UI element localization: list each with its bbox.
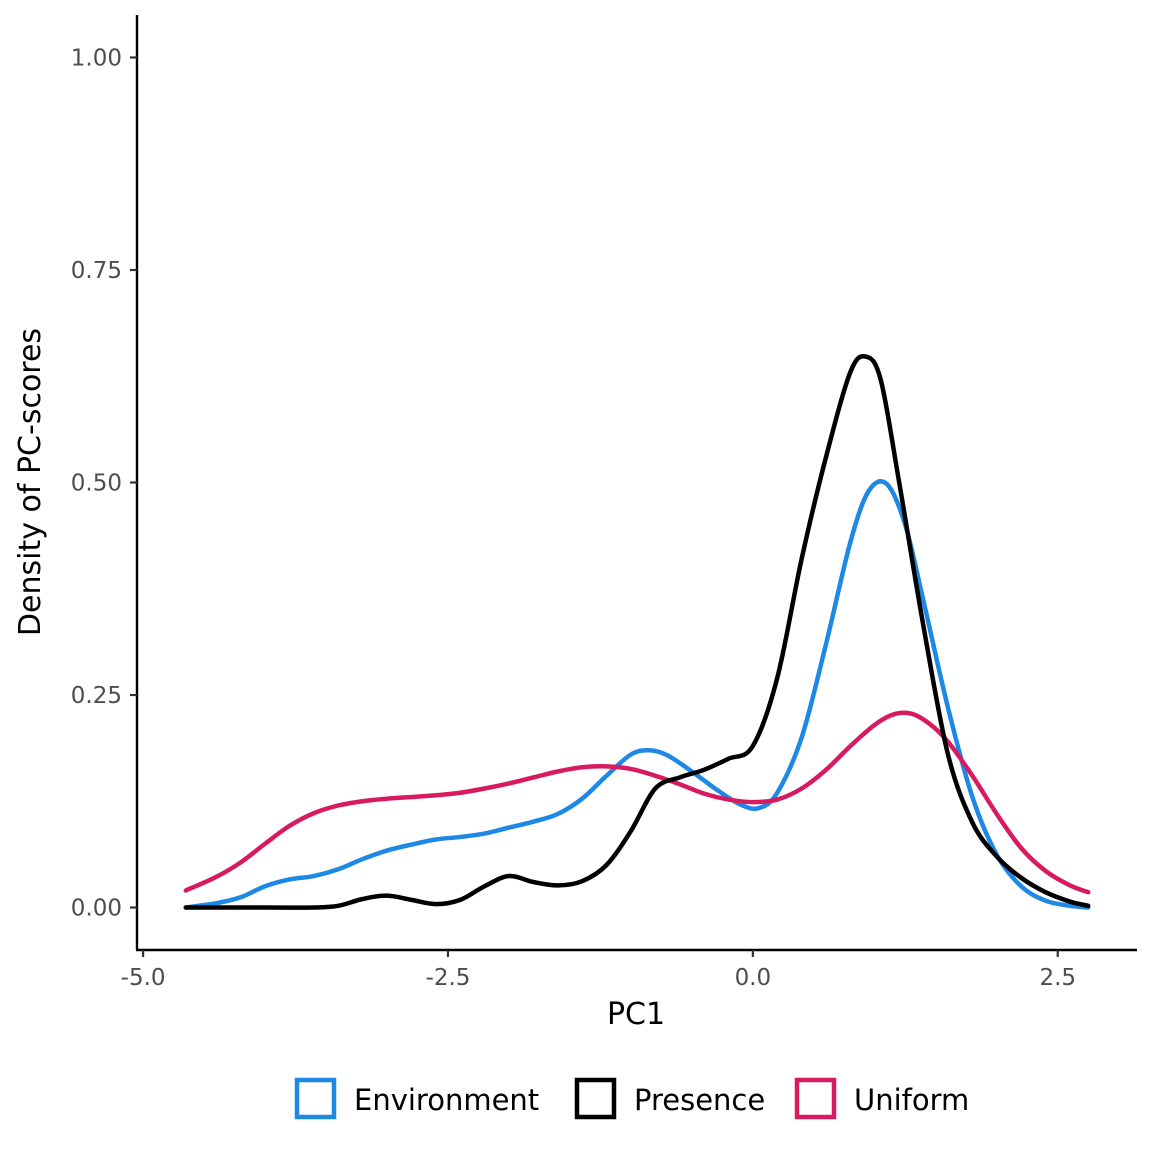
y-tick-label: 1.00	[71, 46, 122, 72]
legend-label-presence: Presence	[634, 1083, 765, 1117]
legend-key-environment	[294, 1077, 337, 1120]
y-ticks: 0.00 0.25 0.50 0.75 1.00	[71, 46, 137, 922]
series-line-presence	[183, 353, 1091, 910]
y-tick-label: 0.50	[71, 471, 122, 497]
plot-area: -5.0 -2.5 0.0 2.5 0.00 0.25 0.50 0.75 1.00	[71, 15, 1137, 991]
legend-key-uniform	[794, 1077, 837, 1120]
series-line-uniform	[183, 710, 1091, 895]
series-line-environment	[183, 479, 1091, 910]
legend-label-environment: Environment	[354, 1083, 539, 1117]
legend-item-presence: Presence	[574, 1077, 765, 1120]
x-tick-label: -5.0	[121, 965, 166, 991]
x-tick-label: 2.5	[1039, 965, 1076, 991]
series-layer	[183, 353, 1091, 910]
legend-key-presence	[574, 1077, 617, 1120]
legend: Environment Presence Uniform	[294, 1077, 969, 1120]
y-tick-label: 0.00	[71, 896, 122, 922]
x-ticks: -5.0 -2.5 0.0 2.5	[121, 950, 1076, 991]
y-axis-title: Density of PC-scores	[13, 328, 48, 636]
x-tick-label: 0.0	[735, 965, 772, 991]
x-tick-label: -2.5	[426, 965, 471, 991]
legend-item-uniform: Uniform	[794, 1077, 969, 1120]
legend-label-uniform: Uniform	[854, 1083, 969, 1117]
x-axis-title: PC1	[607, 997, 665, 1032]
y-tick-label: 0.75	[71, 258, 122, 284]
y-tick-label: 0.25	[71, 683, 122, 709]
legend-item-environment: Environment	[294, 1077, 539, 1120]
